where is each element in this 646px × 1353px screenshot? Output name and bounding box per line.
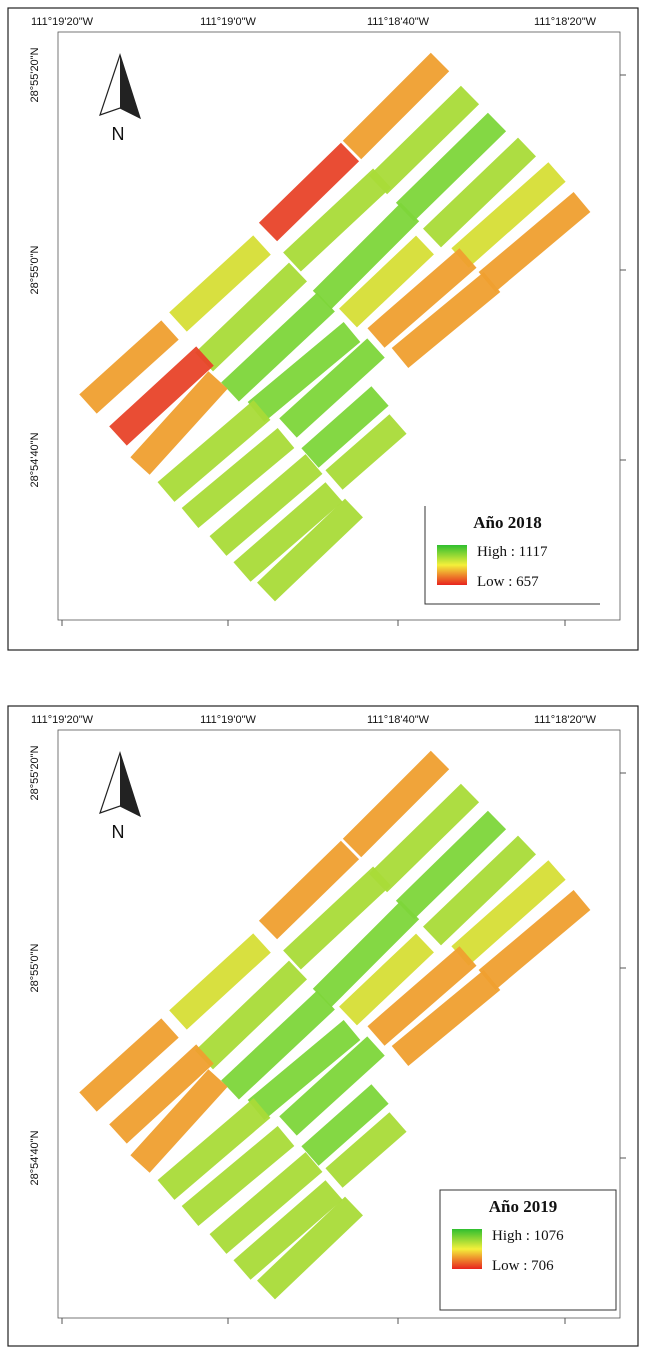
north-arrow-half (120, 55, 140, 118)
map-panel: 111°19'20"W 111°19'0"W 111°18'40"W 111°18'2… (8, 706, 638, 1346)
legend-title: Año 2018 (473, 513, 541, 532)
legend-low: Low : 657 (477, 574, 539, 590)
latitude-label: 28°55'0"N (29, 943, 41, 992)
north-label: N (112, 124, 125, 144)
longitude-label: 111°19'0"W (200, 16, 256, 28)
latitude-label: 28°55'0"N (29, 245, 41, 294)
longitude-label: 111°18'40"W (367, 16, 430, 28)
latitude-label: 28°55'20"N (29, 745, 41, 800)
legend-low: Low : 706 (492, 1258, 554, 1274)
longitude-label: 111°18'20"W (534, 16, 597, 28)
longitude-label: 111°19'0"W (200, 714, 256, 726)
longitude-label: 111°18'40"W (367, 714, 430, 726)
page: 111°19'20"W 111°19'0"W 111°18'40"W 111°18'2… (0, 0, 646, 1353)
legend-ramp (452, 1229, 482, 1269)
longitude-label: 111°19'20"W (31, 16, 94, 28)
figure: 111°19'20"W 111°19'0"W 111°18'40"W 111°18'2… (0, 0, 646, 1353)
legend-high: High : 1076 (492, 1228, 564, 1244)
north-label: N (112, 822, 125, 842)
legend-ramp (437, 545, 467, 585)
latitude-label: 28°54'40"N (29, 432, 41, 487)
legend-high: High : 1117 (477, 544, 548, 560)
map-panel: 111°19'20"W 111°19'0"W 111°18'40"W 111°18'2… (8, 8, 638, 650)
latitude-label: 28°55'20"N (29, 47, 41, 102)
longitude-label: 111°18'20"W (534, 714, 597, 726)
legend-title: Año 2019 (489, 1197, 557, 1216)
latitude-label: 28°54'40"N (29, 1130, 41, 1185)
longitude-label: 111°19'20"W (31, 714, 94, 726)
